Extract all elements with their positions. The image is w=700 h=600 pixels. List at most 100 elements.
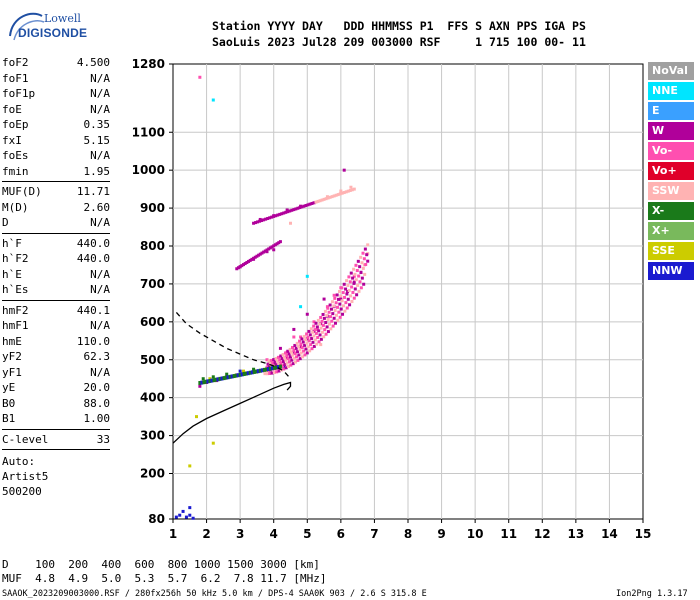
echo-trace-point	[359, 270, 363, 274]
echo-trace-2f-upper	[262, 218, 266, 222]
legend-item-sse: SSE	[648, 242, 694, 260]
echo-trace-point	[293, 351, 297, 355]
y-tick-label: 800	[140, 239, 165, 253]
echo-trace-2f	[235, 267, 239, 271]
echo-point-nne	[299, 305, 303, 309]
echo-trace-2f-upper	[290, 208, 294, 212]
echo-trace-point	[351, 276, 355, 280]
echo-trace-point	[326, 306, 330, 310]
lowell-digisonde-logo: Lowell DIGISONDE	[4, 6, 87, 48]
echo-trace-point	[304, 347, 308, 351]
echo-trace-low	[248, 370, 252, 375]
x-tick-label: 2	[202, 527, 210, 541]
param-row: B1 1.00	[2, 412, 110, 427]
logo-text-digisonde: DIGISONDE	[18, 26, 88, 40]
echo-point-w	[278, 346, 282, 350]
echo-trace-2f	[255, 254, 259, 258]
echo-trace-point	[312, 334, 316, 338]
echo-trace-point	[328, 303, 332, 307]
echo-trace-low	[252, 369, 256, 374]
echo-trace-point	[347, 289, 351, 293]
echo-trace-point	[294, 360, 298, 364]
legend-item-xminus: X-	[648, 202, 694, 220]
echo-trace-point	[320, 319, 324, 323]
echo-trace-point	[332, 304, 336, 308]
logo-text-lowell: Lowell	[44, 12, 81, 25]
x-tick-label: 4	[270, 527, 278, 541]
x-tick-label: 12	[534, 527, 551, 541]
param-value: 440.0	[76, 236, 110, 250]
echo-trace-2f	[238, 265, 242, 269]
echo-trace-point	[310, 347, 314, 351]
echo-point-w	[272, 248, 276, 252]
param-row: hmF1 N/A	[2, 319, 110, 334]
echo-trace-point	[360, 261, 364, 265]
echo-trace-2f-upper	[330, 195, 334, 199]
echo-trace-point	[267, 359, 271, 363]
echo-trace-point	[333, 309, 337, 313]
echo-trace-point	[327, 310, 331, 314]
echo-trace-2f-upper	[276, 213, 280, 217]
echo-point-nnw	[188, 513, 192, 517]
param-name: hmE	[2, 334, 22, 348]
echo-trace-point	[361, 266, 365, 270]
echo-trace-point	[319, 326, 323, 330]
echo-trace-2f-upper	[274, 214, 278, 218]
echo-trace-point	[315, 342, 319, 346]
footer-distance-row: D 100 200 400 600 800 1000 1500 3000 [km…	[2, 558, 320, 571]
param-separator	[2, 449, 110, 450]
header-values: SaoLuis 2023 Jul28 209 003000 RSF 1 715 …	[212, 35, 586, 49]
param-value: N/A	[90, 71, 110, 85]
echo-trace-point	[279, 354, 283, 358]
echo-trace-point	[359, 255, 363, 259]
echo-trace-point	[358, 280, 362, 284]
echo-trace-point	[291, 362, 295, 366]
param-row: h`F 440.0	[2, 237, 110, 252]
echo-trace-point	[337, 310, 341, 314]
param-value: N/A	[90, 283, 110, 296]
echo-trace-2f	[242, 263, 245, 267]
echo-trace-2f-upper	[286, 210, 290, 214]
echo-trace-point	[363, 272, 367, 276]
echo-trace-point	[278, 358, 282, 362]
echo-trace-point	[309, 343, 313, 347]
echo-trace-point	[362, 282, 366, 286]
legend-item-e: E	[648, 102, 694, 120]
echo-point-sse	[188, 464, 192, 468]
echo-trace-2f-upper	[252, 221, 256, 225]
param-separator	[2, 232, 110, 234]
auto-label: Auto:	[2, 455, 36, 468]
echo-trace-point	[321, 323, 325, 327]
echo-point-nnw	[188, 506, 192, 510]
param-value: 2.60	[83, 200, 111, 214]
echo-trace-point	[330, 300, 334, 304]
echo-trace-point	[314, 321, 318, 325]
echo-trace-point	[324, 332, 328, 336]
echo-trace-2f	[248, 258, 252, 262]
echo-trace-point	[304, 338, 308, 342]
echo-trace-point	[263, 372, 267, 376]
echo-point-vominus	[265, 358, 269, 362]
echo-trace-2f	[268, 246, 272, 250]
echo-trace-point	[306, 345, 310, 349]
echo-trace-point	[355, 269, 359, 273]
echo-trace-point	[282, 367, 286, 371]
echo-trace-2f	[247, 259, 251, 263]
echo-trace-point	[322, 316, 326, 320]
echo-trace-2f	[262, 250, 266, 254]
echo-trace-point	[330, 319, 334, 323]
param-separator	[2, 181, 110, 182]
echo-trace-2f-upper	[306, 203, 310, 207]
echo-trace-point	[309, 327, 313, 331]
echo-trace-point	[268, 372, 272, 376]
echo-point-vominus	[292, 335, 296, 339]
param-name: fmin	[2, 164, 29, 178]
echo-trace-point	[283, 363, 287, 367]
param-name: h`F	[2, 236, 22, 250]
param-value: 440.1	[76, 303, 110, 317]
echo-trace-point	[295, 355, 299, 359]
echo-trace-low	[208, 378, 212, 383]
echo-point-xminus	[225, 372, 229, 376]
legend-item-w: W	[648, 122, 694, 140]
param-row: fxI 5.15	[2, 134, 110, 149]
